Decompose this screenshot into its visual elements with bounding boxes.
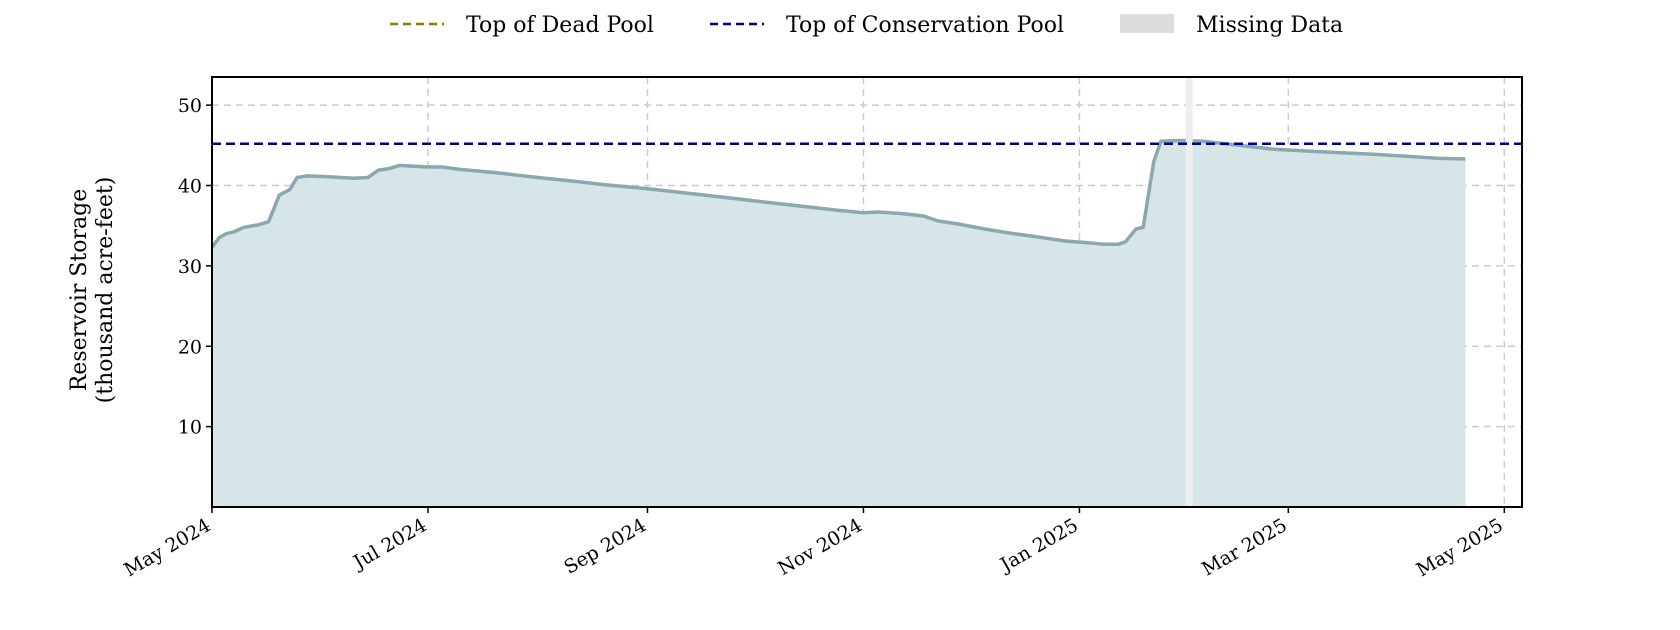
- x-tick-label: May 2024: [120, 514, 214, 581]
- y-tick-label: 10: [178, 417, 202, 439]
- legend-label-conservation-pool: Top of Conservation Pool: [786, 13, 1064, 38]
- x-tick-label: Jul 2024: [348, 514, 430, 574]
- plot-frame: [211, 76, 1523, 508]
- y-tick-label: 40: [178, 176, 202, 198]
- x-tick-label: Nov 2024: [774, 514, 866, 580]
- legend-label-dead-pool: Top of Dead Pool: [466, 13, 654, 38]
- y-tick-label: 50: [178, 95, 202, 117]
- y-tick-label: 30: [178, 256, 202, 278]
- plot-area: 10 20 30 40 50 May 2024 Jul 2024 Sep 2024 Nov 20…: [120, 76, 1523, 581]
- x-tick-label: Sep 2024: [560, 514, 650, 578]
- legend-swatch-missing-data: [1120, 14, 1174, 33]
- legend: Top of Dead Pool Top of Conservation Poo…: [390, 13, 1343, 38]
- y-axis-title: Reservoir Storage (thousand acre-feet): [67, 177, 118, 404]
- x-tick-label: Mar 2025: [1198, 514, 1291, 580]
- storage-area: [212, 140, 1466, 507]
- missing-data-band: [1185, 77, 1193, 507]
- y-tick-label: 20: [178, 336, 202, 358]
- y-axis-title-line-2: (thousand acre-feet): [93, 177, 118, 404]
- storage-line: [210, 138, 1466, 249]
- legend-label-missing-data: Missing Data: [1196, 13, 1343, 38]
- y-axis-title-line-1: Reservoir Storage: [67, 189, 92, 392]
- x-tick-label: Jan 2025: [995, 514, 1082, 577]
- x-tick-label: May 2025: [1413, 514, 1507, 581]
